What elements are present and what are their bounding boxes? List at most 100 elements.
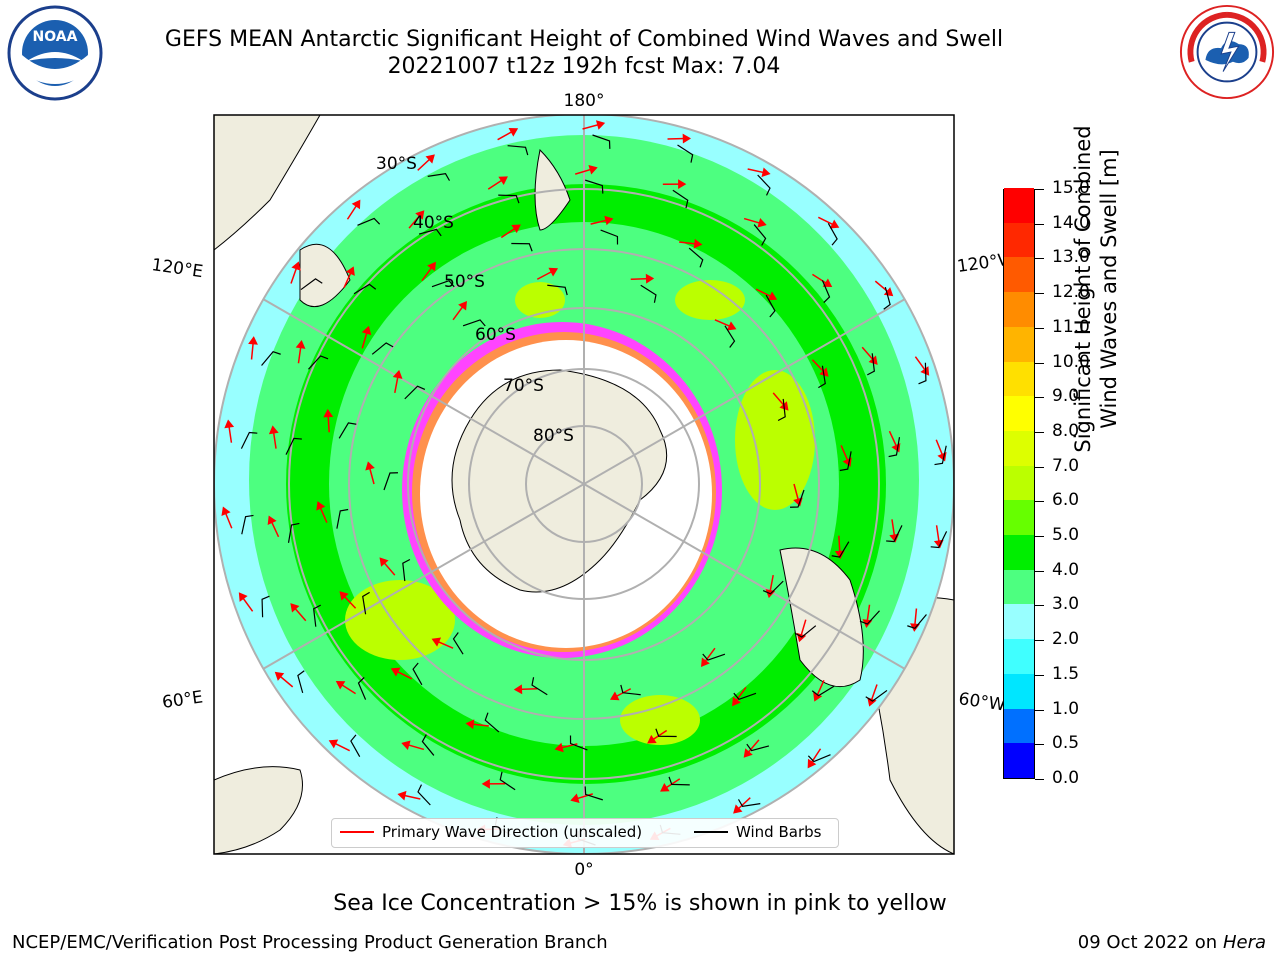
credit-text: NCEP/EMC/Verification Post Processing Pr… (12, 932, 608, 953)
nws-logo (1179, 4, 1275, 100)
wind-barb (584, 786, 603, 801)
lon-label-0: 0° (574, 860, 593, 880)
wave-direction-arrowhead (761, 167, 771, 178)
wind-barb (827, 223, 838, 246)
wave-direction-arrowhead (267, 515, 277, 526)
wave-direction-arrowhead (481, 778, 490, 789)
chart-title: GEFS MEAN Antarctic Significant Height o… (164, 27, 1004, 52)
colorbar-tick-label: 4.0 (1052, 559, 1080, 580)
machine-name: Hera (1222, 932, 1266, 953)
colorbar-segment (1004, 673, 1034, 709)
colorbar-segment (1004, 569, 1034, 605)
lon-label-180: 180° (564, 91, 605, 111)
wind-barb (867, 353, 875, 376)
land-australia-corner (214, 115, 321, 251)
wind-barb (737, 799, 761, 807)
lon-label-60e: 60°E (161, 687, 204, 712)
wind-barb (412, 662, 423, 686)
colorbar-tick-label: 2.0 (1052, 629, 1080, 650)
colorbar-tick-label: 7.0 (1052, 455, 1080, 476)
wind-barb (907, 614, 927, 630)
wind-barb (934, 445, 947, 466)
wind-barb (794, 625, 817, 638)
wave-direction-arrowhead (361, 325, 372, 336)
wave-direction-arrowhead (339, 591, 349, 601)
wind-barb (353, 283, 377, 295)
wave-direction-arrowhead (397, 790, 407, 801)
lat-label-60s: 60°S (475, 325, 516, 345)
lat-label-30s: 30°S (376, 154, 417, 174)
wind-barb (930, 531, 948, 549)
wind-barb (807, 754, 831, 763)
wind-barb (357, 217, 381, 226)
wave-direction-arrowhead (238, 592, 248, 602)
colorbar-tick-mark (1035, 258, 1044, 260)
colorbar-segment (1004, 534, 1034, 570)
legend-item-wave-direction: Primary Wave Direction (unscaled) (340, 823, 642, 841)
colorbar-tick-mark (1035, 744, 1044, 746)
wave-direction-arrowhead (458, 300, 467, 311)
legend-label-wave-direction: Primary Wave Direction (unscaled) (382, 823, 643, 841)
wind-barb (569, 735, 588, 751)
colorbar-tick-mark (1035, 570, 1044, 572)
wave-direction-arrowhead (693, 238, 703, 249)
wave-direction-arrowhead (316, 501, 326, 511)
lat-label-80s: 80°S (533, 426, 574, 446)
wave-direction-arrowhead (595, 120, 606, 130)
wave-direction-arrowhead (508, 127, 519, 137)
wave-direction-arrowhead (609, 691, 620, 701)
colorbar-tick-mark (1035, 397, 1044, 399)
wave-direction-arrowhead (554, 742, 564, 753)
land-africa-corner (214, 766, 303, 854)
wave-direction-arrowhead (295, 340, 306, 349)
colorbar-segment (1004, 465, 1034, 501)
colorbar-tick-mark (1035, 674, 1044, 676)
wind-barb (811, 685, 835, 697)
wind-barb (600, 229, 619, 245)
wave-direction-arrowhead (224, 419, 235, 429)
land-south-america (779, 547, 864, 688)
colorbar-segment (1004, 742, 1034, 778)
colorbar-tick-label: 14.0 (1052, 212, 1090, 233)
colorbar-tick-mark (1035, 709, 1044, 711)
wind-barb (655, 728, 677, 738)
wave-direction-arrowhead (511, 224, 521, 234)
wind-barb (733, 692, 757, 700)
wind-barb (883, 286, 891, 310)
wave-direction-arrowhead (268, 425, 279, 435)
noaa-logo-text: NOAA (33, 29, 78, 45)
wind-barb (404, 385, 426, 400)
wind-barb (427, 173, 451, 181)
wind-barb (859, 610, 880, 625)
wind-barb (886, 525, 903, 543)
wave-direction-arrowhead (291, 261, 301, 271)
wind-barb (757, 174, 771, 196)
wave-direction-arrowhead (290, 603, 300, 613)
colorbar-tick-label: 12.0 (1052, 282, 1090, 303)
wind-barb (831, 541, 850, 558)
sea-ice-note: Sea Ice Concentration > 15% is shown in … (333, 891, 947, 916)
wave-direction-arrowhead (465, 719, 475, 730)
colorbar-tick-mark (1035, 189, 1044, 190)
colorbar-title-line2: Wind Waves and Swell [m] (1097, 149, 1121, 429)
wave-direction-arrowhead (274, 671, 285, 681)
wind-barb (592, 134, 611, 149)
lon-label-60w: 60°W (957, 689, 1006, 715)
lat-label-40s: 40°S (413, 213, 454, 233)
wave-direction-arrowhead (328, 739, 339, 749)
wind-barb (511, 242, 533, 252)
wind-barb (357, 677, 367, 700)
wave-direction-arrowhead (757, 218, 767, 228)
wind-barb (338, 422, 357, 439)
wind-barb (417, 784, 431, 806)
wave-direction-arrowhead (645, 273, 655, 284)
wind-barb (484, 712, 500, 733)
colorbar-tick-label: 3.0 (1052, 594, 1080, 615)
wind-barb (818, 365, 826, 389)
colorbar-tick-label: 15.0 (1052, 178, 1090, 198)
colorbar-tick-label: 0.5 (1052, 733, 1080, 754)
colorbar-segment (1004, 187, 1034, 223)
colorbar (1003, 187, 1035, 779)
colorbar-tick-mark (1035, 431, 1044, 433)
wave-direction-arrowhead (379, 557, 389, 567)
